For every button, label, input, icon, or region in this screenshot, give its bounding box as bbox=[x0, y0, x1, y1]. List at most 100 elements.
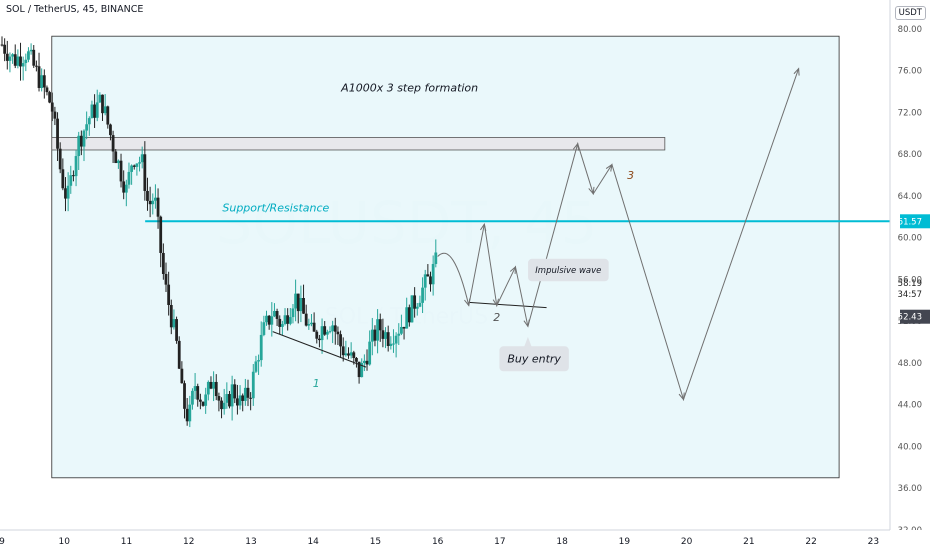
projection-arrowhead bbox=[605, 163, 613, 172]
candle-body bbox=[410, 295, 414, 323]
annotation-label: Impulsive wave bbox=[535, 266, 601, 276]
candle-body bbox=[146, 190, 149, 201]
candle-body bbox=[331, 325, 335, 332]
candle-body bbox=[130, 165, 134, 172]
candle-body bbox=[5, 53, 9, 61]
candle-body bbox=[164, 274, 168, 285]
x-tick-label: 10 bbox=[59, 537, 71, 547]
candle-body bbox=[191, 390, 194, 405]
candle-body bbox=[154, 197, 157, 201]
candle-body bbox=[246, 387, 250, 398]
candle-body bbox=[87, 118, 91, 125]
x-tick-label: 14 bbox=[307, 537, 319, 547]
candle-body bbox=[132, 165, 136, 167]
x-tick-label: 18 bbox=[556, 537, 568, 547]
support-price-label: 61.57 bbox=[898, 217, 922, 227]
projection-arrowhead bbox=[509, 265, 517, 274]
candle-body bbox=[156, 197, 160, 217]
candle-body bbox=[16, 56, 20, 66]
candle-body bbox=[24, 59, 28, 64]
candle-body bbox=[69, 175, 73, 186]
candle-body bbox=[148, 200, 152, 205]
y-tick-label: 80.00 bbox=[898, 25, 922, 35]
candle-body bbox=[98, 94, 102, 103]
candle-body bbox=[384, 332, 387, 339]
candle-body bbox=[185, 408, 189, 422]
candle-body bbox=[275, 311, 279, 319]
candle-body bbox=[82, 130, 86, 147]
x-tick-label: 12 bbox=[183, 537, 194, 547]
candle-body bbox=[116, 160, 120, 164]
candle-body bbox=[27, 51, 30, 60]
candle-body bbox=[212, 381, 216, 389]
candle-body bbox=[280, 324, 284, 327]
countdown-price: 58.19 bbox=[898, 279, 922, 289]
candle-body bbox=[56, 118, 59, 149]
candle-body bbox=[318, 338, 321, 341]
candle-body bbox=[352, 352, 356, 358]
candle-body bbox=[373, 329, 377, 341]
countdown-timer: 34:57 bbox=[898, 290, 923, 300]
candle-body bbox=[114, 151, 118, 164]
support-price-tag bbox=[900, 214, 930, 229]
annotation-box bbox=[499, 346, 569, 372]
candle-body bbox=[188, 404, 192, 422]
candle-body bbox=[251, 371, 255, 399]
y-tick-label: 40.00 bbox=[898, 442, 922, 452]
candle-body bbox=[273, 311, 276, 317]
candle-body bbox=[196, 386, 200, 400]
trendline-1 bbox=[272, 331, 367, 368]
candle-body bbox=[426, 274, 430, 277]
candle-body bbox=[11, 54, 14, 57]
candle-body bbox=[386, 332, 390, 346]
candle-body bbox=[418, 302, 422, 307]
projection-arrowhead bbox=[523, 319, 530, 328]
y-tick-label: 68.00 bbox=[898, 150, 922, 160]
candle-body bbox=[172, 319, 176, 328]
candle-body bbox=[19, 56, 22, 67]
y-tick-label: 44.00 bbox=[898, 401, 922, 411]
candle-body bbox=[214, 381, 218, 397]
candle-body bbox=[265, 315, 268, 323]
candle-body bbox=[127, 171, 131, 185]
candle-body bbox=[74, 156, 78, 177]
candle-body bbox=[341, 346, 345, 356]
x-tick-label: 15 bbox=[370, 537, 381, 547]
candle-body bbox=[29, 49, 33, 52]
candle-body bbox=[169, 304, 173, 328]
candle-body bbox=[0, 44, 4, 46]
price-axis-bg bbox=[890, 0, 932, 550]
candle-body bbox=[360, 363, 364, 378]
candle-body bbox=[259, 334, 263, 361]
candle-body bbox=[397, 333, 401, 336]
candle-body bbox=[204, 394, 208, 406]
candle-body bbox=[161, 252, 165, 275]
candle-body bbox=[32, 49, 36, 66]
candle-body bbox=[362, 360, 366, 364]
candle-body bbox=[135, 163, 139, 167]
candle-body bbox=[45, 87, 49, 93]
annotation-label: Buy entry bbox=[507, 353, 561, 366]
annotation-label: A1000x 3 step formation bbox=[340, 82, 478, 95]
candle-body bbox=[209, 381, 213, 389]
projection-arrowhead bbox=[492, 298, 499, 307]
candle-body bbox=[143, 154, 147, 191]
candle-body bbox=[402, 326, 406, 329]
candle-body bbox=[336, 331, 340, 335]
candle-body bbox=[339, 334, 342, 347]
candle-body bbox=[109, 124, 112, 136]
candle-body bbox=[72, 175, 75, 177]
candle-body bbox=[85, 124, 89, 131]
candle-body bbox=[347, 353, 350, 356]
currency-badge[interactable]: USDT bbox=[894, 6, 926, 20]
candle-body bbox=[302, 298, 305, 314]
annotation-label: 1 bbox=[313, 377, 320, 390]
candle-body bbox=[119, 160, 123, 182]
candle-body bbox=[77, 135, 81, 157]
candle-body bbox=[50, 102, 54, 112]
candle-body bbox=[220, 400, 223, 410]
candle-body bbox=[241, 395, 245, 401]
candle-body bbox=[389, 343, 393, 346]
candle-body bbox=[90, 104, 94, 119]
